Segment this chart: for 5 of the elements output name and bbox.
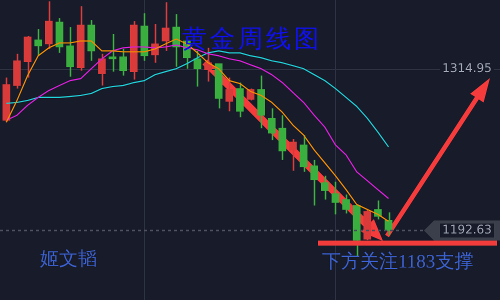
text: 黄金周线图 — [182, 25, 322, 55]
annotation: 姬文韬 — [40, 248, 97, 272]
annotation: 下方关注1183支撑 — [322, 250, 474, 273]
y-tick-label: 1192.63 — [442, 222, 492, 237]
y-tick-label: 1314.95 — [442, 60, 492, 75]
